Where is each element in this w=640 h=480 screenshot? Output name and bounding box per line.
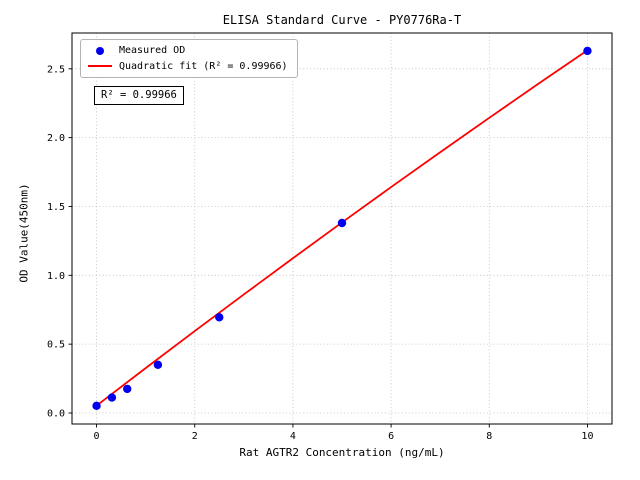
legend-item-measured-od: Measured OD (88, 45, 288, 57)
legend-marker-col (88, 46, 112, 55)
legend-item-quadratic-fit: Quadratic fit (R² = 0.99966) (88, 61, 288, 73)
data-point (107, 393, 117, 402)
legend-marker-col (88, 65, 112, 68)
x-tick-label: 0 (94, 431, 100, 442)
x-tick-label: 2 (192, 431, 198, 442)
x-tick-label: 8 (486, 431, 492, 442)
axes-frame (71, 32, 613, 425)
legend-label: Measured OD (119, 45, 186, 56)
y-axis-label: OD Value(450nm) (17, 183, 31, 283)
data-point (153, 360, 163, 369)
data-point (337, 218, 347, 228)
data-point (123, 384, 132, 394)
y-tick-label: 0.0 (47, 408, 65, 419)
x-tick-label: 6 (388, 431, 394, 442)
x-tick-label: 10 (581, 431, 593, 442)
y-tick-label: 1.5 (47, 202, 65, 213)
x-axis-label: Rat AGTR2 Concentration (ng/mL) (239, 446, 445, 459)
y-tick-label: 2.5 (47, 64, 65, 75)
legend: Measured OD Quadratic fit (R² = 0.99966) (80, 39, 298, 78)
measured-od-dot-icon (96, 46, 104, 55)
data-point (215, 313, 224, 322)
data-point (92, 401, 101, 411)
chart-title: ELISA Standard Curve - PY0776Ra-T (222, 13, 462, 27)
y-tick-label: 1.0 (47, 271, 65, 282)
legend-label: Quadratic fit (R² = 0.99966) (119, 60, 288, 72)
r-squared-annotation: R² = 0.99966 (94, 86, 184, 105)
y-tick-label: 2.0 (47, 133, 65, 144)
fit-line-icon (88, 65, 112, 68)
data-point (583, 46, 592, 56)
x-tick-label: 4 (290, 431, 296, 442)
y-tick-label: 0.5 (47, 340, 65, 351)
